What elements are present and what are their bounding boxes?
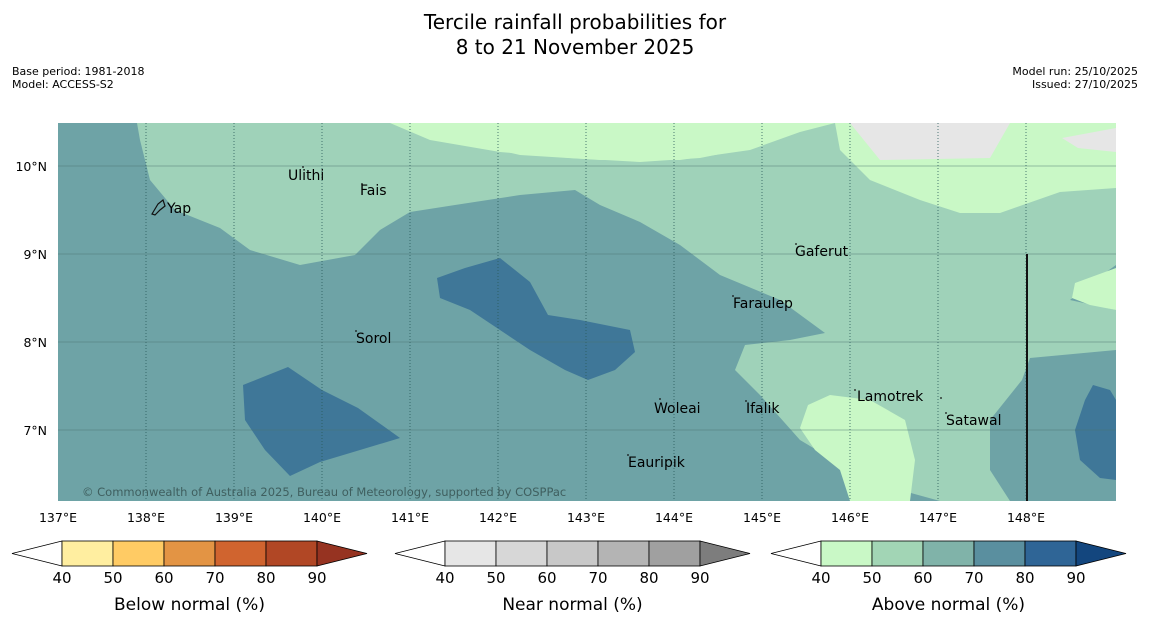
below-legend-tick: 50 — [103, 569, 122, 587]
near-legend-swatch — [444, 540, 497, 567]
map-title: Tercile rainfall probabilities for 8 to … — [0, 10, 1150, 60]
lon-label-142e: 142°E — [479, 510, 517, 525]
above-legend-swatch — [820, 540, 873, 567]
below-legend-tick: 60 — [154, 569, 173, 587]
below-legend-swatch — [61, 540, 114, 567]
metadata-right: Model run: 25/10/2025 Issued: 27/10/2025 — [1012, 65, 1138, 91]
below-legend-tick: 70 — [205, 569, 224, 587]
near-legend-swatch — [597, 540, 650, 567]
below-legend-swatch — [163, 540, 216, 567]
above-legend-extend-high — [1075, 540, 1127, 567]
near-legend-tick: 50 — [486, 569, 505, 587]
above-legend-swatch — [1024, 540, 1077, 567]
near-legend-swatch — [648, 540, 701, 567]
below-legend-label: Below normal (%) — [114, 595, 265, 615]
above-legend-swatch — [973, 540, 1026, 567]
lat-label-9n: 9°N — [23, 247, 47, 262]
model-run: Model run: 25/10/2025 — [1012, 65, 1138, 78]
prob-region-above-80-a — [437, 258, 635, 380]
near-legend-tick: 40 — [435, 569, 454, 587]
lon-label-145e: 145°E — [743, 510, 781, 525]
place-woleai: Woleai — [654, 401, 701, 417]
title-line-2: 8 to 21 November 2025 — [455, 35, 695, 59]
copyright-notice: © Commonwealth of Australia 2025, Bureau… — [82, 485, 566, 499]
place-eauripik: Eauripik — [628, 455, 686, 471]
below-legend-tick: 80 — [256, 569, 275, 587]
lon-label-146e: 146°E — [831, 510, 869, 525]
metadata-left: Base period: 1981-2018 Model: ACCESS-S2 — [12, 65, 144, 91]
place-gaferut: Gaferut — [795, 244, 849, 260]
above-legend-tick: 70 — [964, 569, 983, 587]
lon-label-137e: 137°E — [39, 510, 77, 525]
above-legend-extend-low — [770, 540, 822, 567]
lon-label-139e: 139°E — [215, 510, 253, 525]
island-dots — [302, 166, 947, 456]
lat-label-8n: 8°N — [23, 335, 47, 350]
lon-label-138e: 138°E — [127, 510, 165, 525]
above-legend-swatch — [922, 540, 975, 567]
near-legend-tick: 80 — [639, 569, 658, 587]
near-legend-tick: 60 — [537, 569, 556, 587]
lon-label-148e: 148°E — [1007, 510, 1045, 525]
place-yap: Yap — [166, 201, 191, 217]
prob-region-above-80-c — [1075, 385, 1116, 480]
lon-label-147e: 147°E — [919, 510, 957, 525]
near-legend-extend-low — [394, 540, 446, 567]
prob-region-above-50-east — [1072, 268, 1116, 310]
lon-label-141e: 141°E — [391, 510, 429, 525]
above-legend-tick: 90 — [1066, 569, 1085, 587]
lon-label-143e: 143°E — [567, 510, 605, 525]
model-name: Model: ACCESS-S2 — [12, 78, 114, 91]
place-faraulep: Faraulep — [733, 296, 793, 312]
prob-region-near-normal — [850, 123, 1116, 160]
lat-label-10n: 10°N — [15, 159, 47, 174]
above-legend-tick: 80 — [1015, 569, 1034, 587]
lon-label-140e: 140°E — [303, 510, 341, 525]
below-legend-swatch — [112, 540, 165, 567]
legend-below-normal: 40 50 60 70 80 90 Below normal (%) — [11, 540, 368, 615]
below-legend-swatch — [265, 540, 318, 567]
lat-label-7n: 7°N — [23, 423, 47, 438]
below-legend-swatch — [214, 540, 267, 567]
near-legend-tick: 90 — [690, 569, 709, 587]
legend-above-normal: 40 50 60 70 80 90 Above normal (%) — [770, 540, 1127, 615]
yap-island-shape — [151, 198, 166, 216]
title-line-1: Tercile rainfall probabilities for — [423, 10, 727, 34]
place-satawal: Satawal — [946, 413, 1001, 429]
lon-label-144e: 144°E — [655, 510, 693, 525]
place-fais: Fais — [360, 183, 387, 199]
place-ifalik: Ifalik — [746, 401, 780, 417]
below-legend-tick: 40 — [52, 569, 71, 587]
prob-region-above-80-b — [243, 367, 400, 476]
near-legend-extend-high — [699, 540, 751, 567]
place-lamotrek: Lamotrek — [857, 389, 924, 405]
below-legend-tick: 90 — [307, 569, 326, 587]
map-panel: Ulithi Fais Yap Gaferut Faraulep Sorol W… — [58, 123, 1116, 501]
issued-date: Issued: 27/10/2025 — [1031, 78, 1138, 91]
above-legend-tick: 40 — [811, 569, 830, 587]
legend-near-normal: 40 50 60 70 80 90 Near normal (%) — [394, 540, 751, 615]
below-legend-extend-high — [316, 540, 368, 567]
above-legend-swatch — [871, 540, 924, 567]
place-sorol: Sorol — [356, 331, 391, 347]
graticule-lat — [58, 165, 1116, 431]
above-legend-tick: 50 — [862, 569, 881, 587]
base-period: Base period: 1981-2018 — [12, 65, 145, 78]
above-legend-label: Above normal (%) — [872, 595, 1025, 615]
prob-region-above-50-band — [390, 123, 800, 162]
near-legend-tick: 70 — [588, 569, 607, 587]
near-legend-swatch — [546, 540, 599, 567]
near-legend-label: Near normal (%) — [502, 595, 642, 615]
prob-region-above-50-south — [800, 395, 915, 501]
near-legend-swatch — [495, 540, 548, 567]
below-legend-extend-low — [11, 540, 63, 567]
above-legend-tick: 60 — [913, 569, 932, 587]
place-ulithi: Ulithi — [288, 168, 324, 184]
graticule-lon — [145, 123, 1027, 501]
